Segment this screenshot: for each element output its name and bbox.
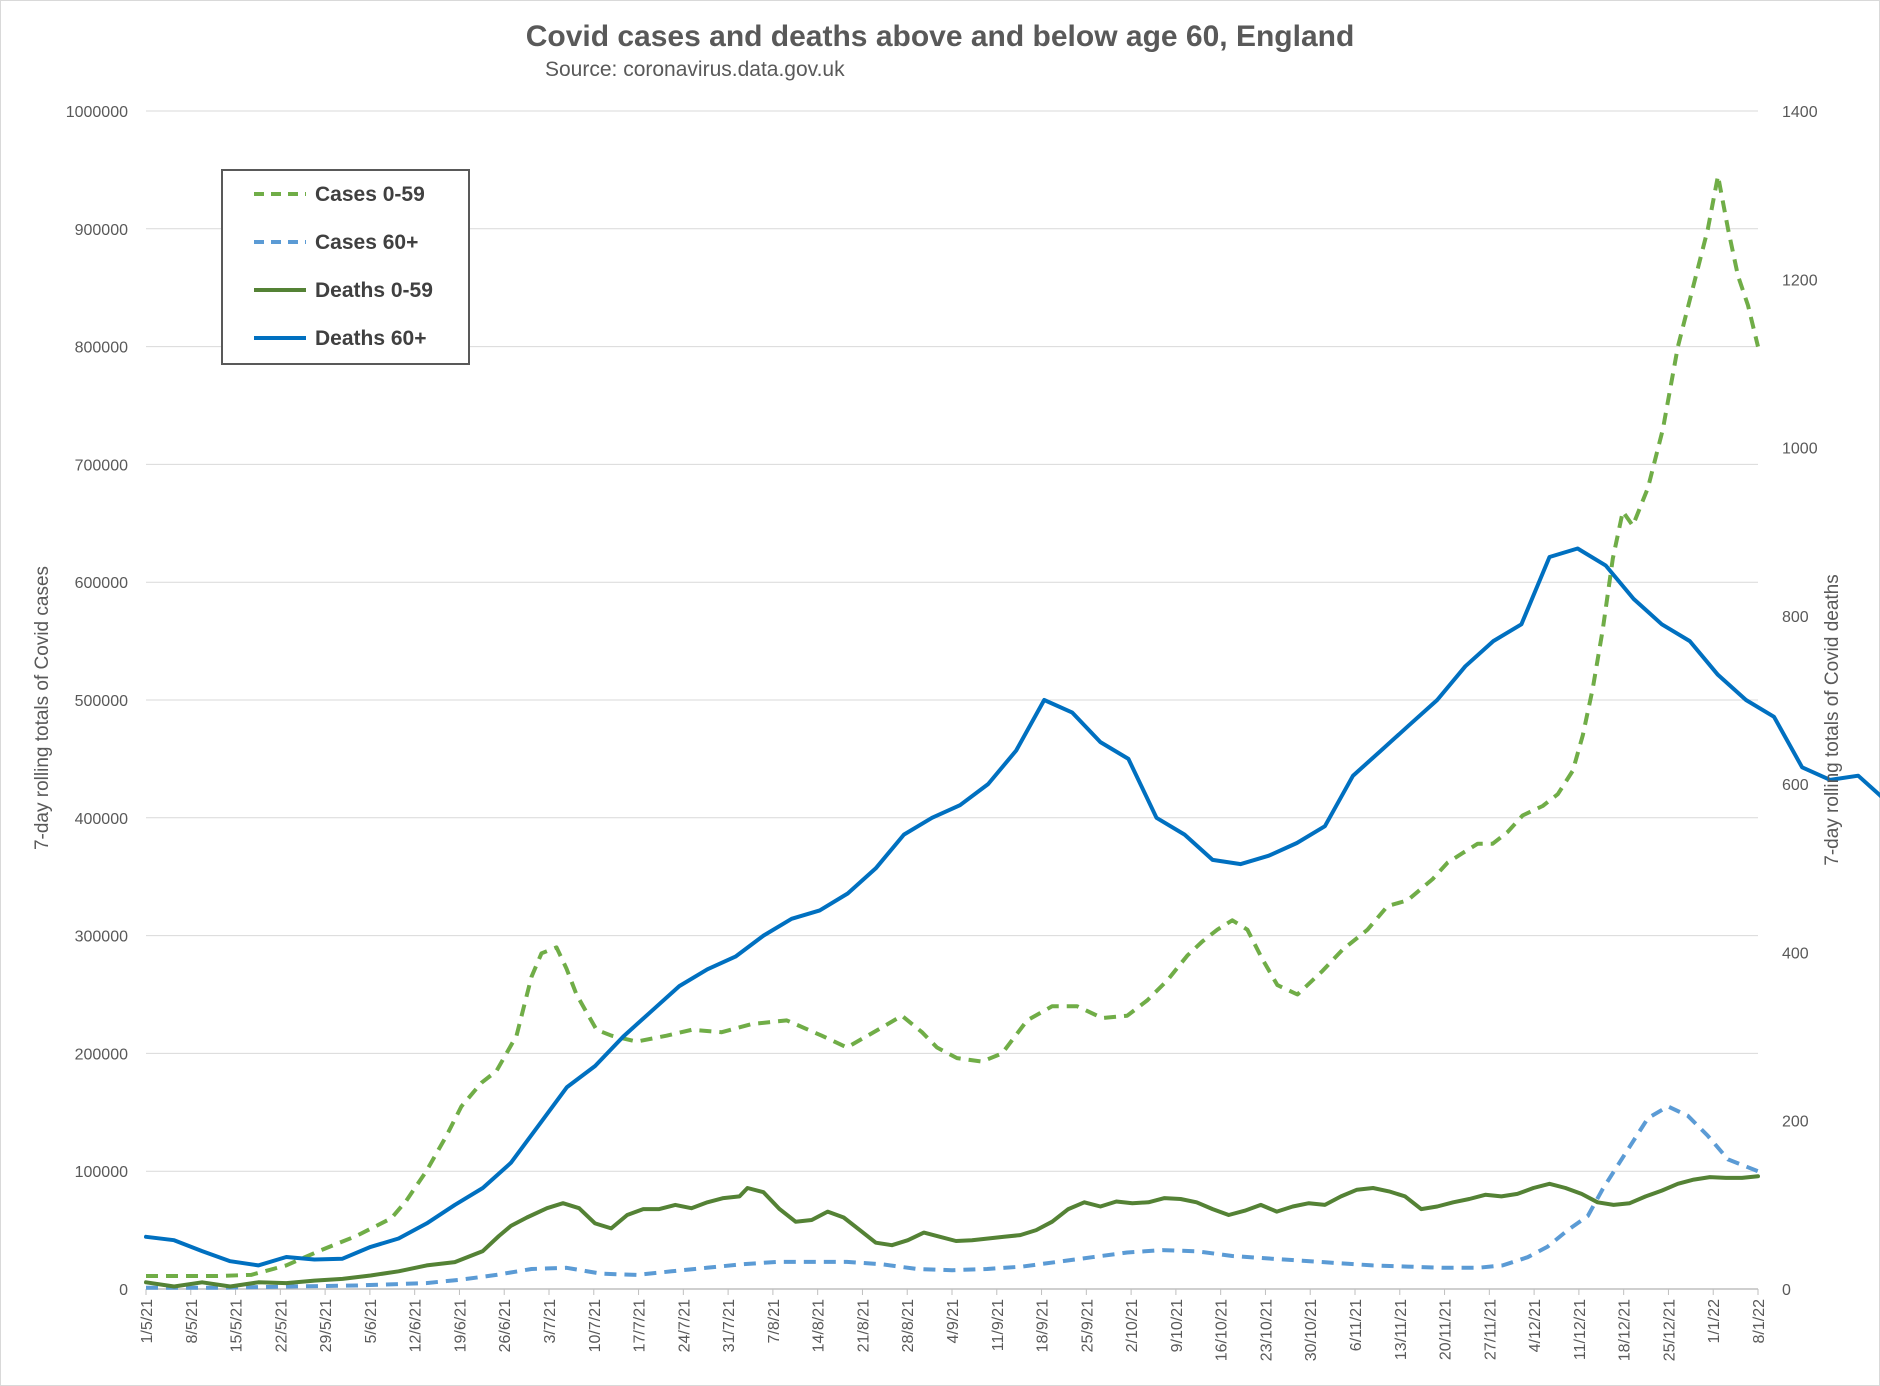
x-tick-label: 2/10/21 [1124,1299,1141,1352]
x-tick-label: 16/10/21 [1214,1299,1231,1361]
x-tick-label: 27/11/21 [1482,1299,1499,1360]
y-tick-label: 200000 [75,1046,128,1063]
x-tick-label: 6/11/21 [1348,1299,1365,1351]
y2-axis-ticks: 0 200 400 600 800 1000 1200 1400 [1782,104,1818,1299]
y2-tick-label: 0 [1782,1282,1791,1299]
x-tick-label: 17/7/21 [632,1299,649,1352]
x-tick-label: 29/5/21 [318,1299,335,1352]
y2-tick-label: 1000 [1782,441,1818,458]
x-tick-label: 12/6/21 [408,1299,425,1352]
x-tick-label: 24/7/21 [676,1299,693,1352]
y-tick-label: 700000 [75,457,128,474]
y-axis-label: 7-day rolling totals of Covid cases [32,566,53,850]
x-tick-label: 28/8/21 [900,1299,917,1352]
y-axis-ticks: 0 100000 200000 300000 400000 500000 600000 700… [66,104,128,1299]
x-axis-ticks: 1/5/21 8/5/21 15/5/21 22/5/21 29/5/21 5/6/21 1… [139,1289,1768,1361]
x-tick-label: 11/12/21 [1572,1299,1589,1360]
x-tick-label: 11/9/21 [990,1299,1007,1351]
x-tick-label: 31/7/21 [721,1299,738,1352]
y-tick-label: 1000000 [66,104,128,121]
legend-label: Cases 60+ [315,231,418,254]
x-tick-label: 9/10/21 [1169,1299,1186,1352]
y2-tick-label: 600 [1782,777,1809,794]
x-tick-label: 18/12/21 [1617,1299,1634,1361]
x-tick-label: 23/10/21 [1258,1299,1275,1361]
y-tick-label: 900000 [75,222,128,239]
x-tick-label: 22/5/21 [273,1299,290,1352]
legend-label: Cases 0-59 [315,183,425,206]
x-tick-label: 10/7/21 [587,1299,604,1352]
x-tick-label: 4/12/21 [1527,1299,1544,1352]
y2-tick-label: 400 [1782,945,1809,962]
x-tick-label: 8/1/22 [1751,1299,1768,1344]
y-tick-label: 500000 [75,693,128,710]
y2-tick-label: 800 [1782,609,1809,626]
x-tick-label: 18/9/21 [1035,1299,1052,1352]
series-line-cases-0-59 [146,173,1760,1278]
y-tick-label: 600000 [75,575,128,592]
y-tick-label: 100000 [75,1164,128,1181]
x-tick-label: 13/11/21 [1393,1299,1410,1360]
x-tick-label: 3/7/21 [542,1299,559,1344]
x-tick-label: 30/10/21 [1303,1299,1320,1361]
series-line-cases-60- [146,1104,1759,1290]
x-tick-label: 21/8/21 [855,1299,872,1352]
y-tick-label: 0 [119,1282,128,1299]
x-tick-label: 1/1/22 [1706,1299,1723,1344]
legend-box [221,169,470,365]
x-tick-label: 25/12/21 [1661,1299,1678,1361]
y2-tick-label: 1400 [1782,104,1818,121]
x-tick-label: 5/6/21 [363,1299,380,1344]
y2-tick-label: 200 [1782,1114,1809,1131]
x-tick-label: 20/11/21 [1438,1299,1455,1360]
series-layer [144,173,1880,1290]
x-tick-label: 1/5/21 [139,1299,156,1344]
y-tick-label: 300000 [75,929,128,946]
x-tick-label: 26/6/21 [497,1299,514,1352]
chart-subtitle: Source: coronavirus.data.gov.uk [545,58,845,81]
y-tick-label: 400000 [75,811,128,828]
x-tick-label: 15/5/21 [229,1299,246,1352]
x-tick-label: 25/9/21 [1079,1299,1096,1352]
legend-label: Deaths 60+ [315,327,426,350]
x-tick-label: 8/5/21 [184,1299,201,1344]
x-tick-label: 14/8/21 [811,1299,828,1352]
legend-label: Deaths 0-59 [315,279,433,302]
y2-tick-label: 1200 [1782,272,1818,289]
legend: Cases 0-59 Cases 60+ Deaths 0-59 Deaths 60+ [221,169,470,365]
x-tick-label: 4/9/21 [945,1299,962,1344]
y-tick-label: 800000 [75,340,128,357]
series-line-deaths-0-59 [144,1174,1760,1289]
series-line-deaths-60- [144,546,1880,1268]
x-tick-label: 19/6/21 [452,1299,469,1352]
y2-axis-label: 7-day rolling totals of Covid deaths [1822,574,1843,866]
gridlines [146,110,1758,1290]
x-tick-label: 7/8/21 [766,1299,783,1344]
chart-title: Covid cases and deaths above and below a… [525,20,1355,53]
